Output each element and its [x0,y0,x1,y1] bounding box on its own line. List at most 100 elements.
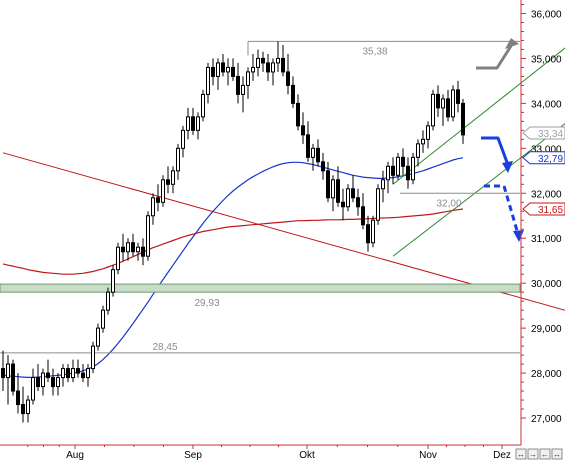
candle [181,125,185,158]
horizontal-levels: 29,93 35,38 32,00 28,45 [0,40,521,354]
candle [126,238,130,261]
candle [406,157,410,189]
candle [301,112,305,144]
navigation-controls: ↔ → ← ↔ [515,448,563,460]
candle [26,395,30,423]
candle-body [216,62,220,77]
candle-body [66,368,70,379]
candle-body [286,71,290,86]
candle [411,152,415,185]
candle-body [301,125,305,136]
candle [276,41,280,72]
candle [196,112,200,140]
candle [251,53,255,81]
candle [441,94,445,126]
y-tick-label: 35,000 [531,54,562,65]
candle-body [111,269,115,293]
trendline-downtrend [2,152,565,311]
candle [401,148,405,176]
candle [61,364,65,387]
candle [321,152,325,180]
candle [136,242,140,261]
x-tick-label: Nov [419,450,437,461]
candle [421,130,425,153]
candle [281,44,285,77]
candle-body [21,404,25,415]
candle-body [36,377,40,388]
candle-body [126,242,130,253]
y-tick-label: 32,000 [531,189,562,200]
candle [191,107,195,135]
candle-body [441,98,445,109]
y-tick-label: 31,000 [531,234,562,245]
price-tag-value: 31,65 [538,205,563,216]
candlesticks [1,41,465,423]
arrow-bearish [481,136,510,166]
candle [6,355,10,405]
candle [381,170,385,203]
candle [286,53,290,95]
nav-button[interactable] [515,448,527,460]
x-tick-label: Aug [66,450,84,461]
nav-button[interactable] [527,448,539,460]
candle-body [376,188,380,221]
candle [306,121,310,162]
candle-body [316,147,320,163]
trendline-channel_lower [392,123,565,257]
candle [226,58,230,86]
candle-body [141,246,145,257]
candle [121,233,125,261]
candle-body [311,147,315,158]
candle-body [146,215,150,257]
arrow-bearish-extended [484,184,520,235]
candle-body [446,98,450,118]
candle-body [101,309,105,329]
y-tick-label: 34,000 [531,99,562,110]
x-tick-label: Sep [184,450,202,461]
candle [106,287,110,315]
candle [151,193,155,225]
candle-body [81,372,85,379]
candle [296,94,300,131]
candle-body [361,206,365,226]
price-tag: 33,34 [522,126,565,140]
nav-button-glyph: ← [541,450,549,459]
nav-button[interactable] [539,448,551,460]
candle [216,58,220,90]
nav-button-glyph: ↔ [553,450,561,459]
candle [161,175,165,207]
candle [346,184,350,212]
candle-body [156,197,160,203]
support-band [0,283,521,293]
candle [141,238,145,266]
candle-body [461,102,465,136]
candle-body [106,291,110,311]
candle-body [246,71,250,86]
candle [241,76,245,113]
candle [91,341,95,374]
candle [451,85,455,122]
candle-body [26,399,30,415]
candle-body [56,377,60,388]
price-tag-box [522,126,565,140]
candle [386,161,390,194]
candle-body [251,66,255,73]
candle-body [166,179,170,185]
candle [366,215,370,252]
price-tag-box [522,151,565,165]
candle-body [321,161,325,172]
candle [231,58,235,81]
candle-body [381,179,385,190]
candle-body [436,93,440,109]
price-tag-box [522,202,565,216]
candle-body [16,390,20,406]
nav-button[interactable] [551,448,563,460]
candle-body [336,179,340,203]
candle [221,53,225,77]
candle-body [171,170,175,185]
candle-body [176,147,180,172]
candle-body [396,156,400,176]
candle-body [401,156,405,167]
